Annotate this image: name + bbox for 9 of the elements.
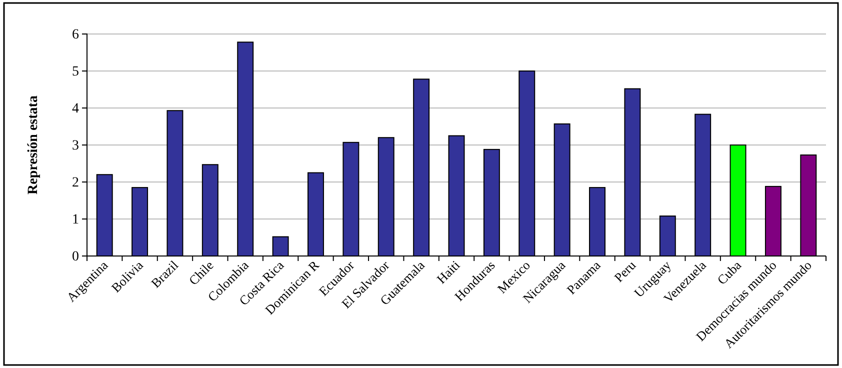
y-tick-label: 1	[72, 212, 79, 228]
y-tick-label: 5	[72, 64, 79, 80]
y-tick-label: 4	[72, 101, 79, 116]
x-tick-label: Cuba	[714, 257, 744, 288]
y-tick-label: 2	[72, 175, 79, 190]
y-tick-label: 6	[72, 27, 79, 42]
y-tick-label: 0	[72, 249, 79, 264]
y-tick-label: 3	[72, 138, 79, 154]
y-axis-title: Represión estata	[26, 96, 41, 194]
